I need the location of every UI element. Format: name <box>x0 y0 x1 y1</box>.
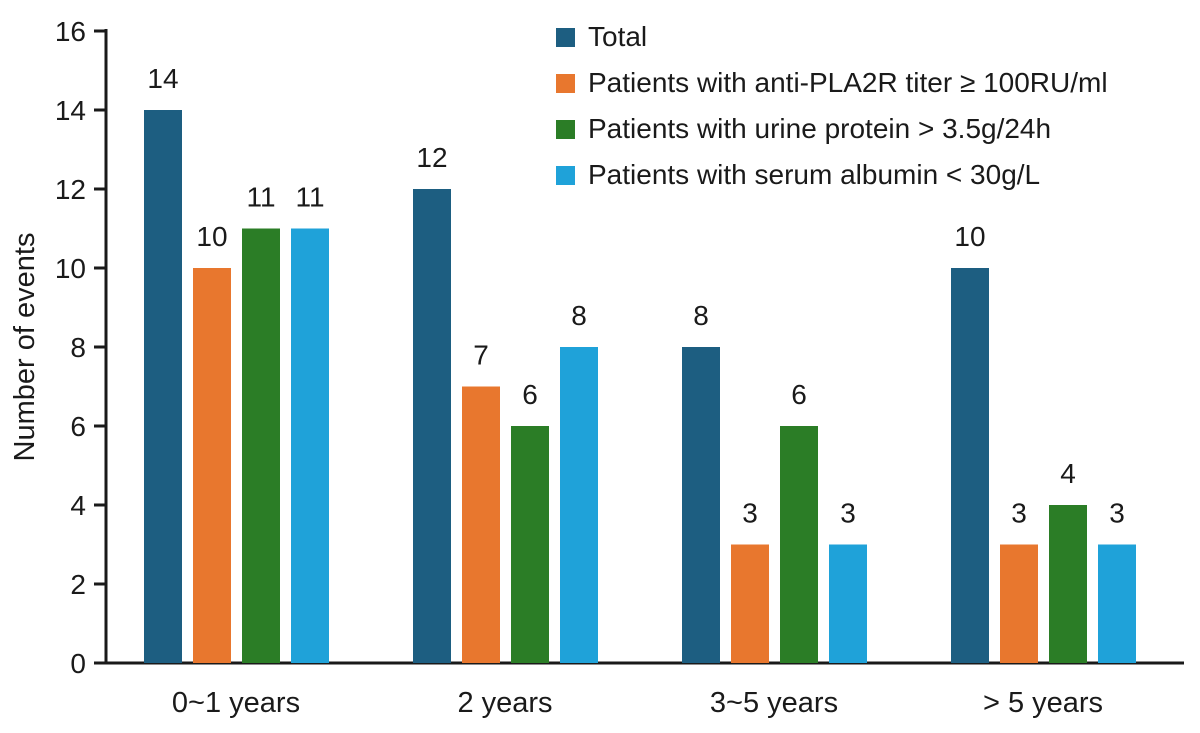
x-category-label: 0~1 years <box>172 687 300 719</box>
bar-s3-c3 <box>1098 544 1136 663</box>
y-tick-label: 10 <box>55 253 86 284</box>
bar-s1-c2 <box>731 544 769 663</box>
x-category-label: 3~5 years <box>710 687 838 719</box>
legend-item-urine-protein: Patients with urine protein > 3.5g/24h <box>556 106 1108 152</box>
bar-s0-c3 <box>951 268 989 663</box>
legend-swatch-icon <box>556 165 575 185</box>
legend-item-anti-pla2r: Patients with anti-PLA2R titer ≥ 100RU/m… <box>556 60 1108 106</box>
legend-label: Patients with urine protein > 3.5g/24h <box>588 113 1052 144</box>
legend-swatch-icon <box>556 27 575 47</box>
y-tick-label: 2 <box>70 569 86 600</box>
bar-s3-c2 <box>829 544 867 663</box>
legend-item-serum-albumin: Patients with serum albumin < 30g/L <box>556 152 1108 198</box>
bar-value-label: 11 <box>295 182 324 213</box>
bar-value-label: 8 <box>571 300 587 331</box>
bar-s1-c0 <box>193 268 231 663</box>
bar-s0-c1 <box>413 189 451 663</box>
bar-s0-c2 <box>682 347 720 663</box>
x-category-label: > 5 years <box>983 687 1103 719</box>
chart-legend: Total Patients with anti-PLA2R titer ≥ 1… <box>556 14 1108 198</box>
bar-value-label: 6 <box>522 379 538 410</box>
bar-value-label: 3 <box>742 498 758 529</box>
bar-s1-c3 <box>1000 544 1038 663</box>
bar-value-label: 6 <box>791 379 807 410</box>
bar-value-label: 8 <box>693 300 709 331</box>
bar-value-label: 3 <box>840 498 856 529</box>
legend-label: Patients with serum albumin < 30g/L <box>588 159 1041 190</box>
x-category-label: 2 years <box>457 687 552 719</box>
bar-value-label: 7 <box>473 340 489 371</box>
bar-s2-c3 <box>1049 505 1087 663</box>
y-tick-label: 0 <box>70 648 86 679</box>
y-tick-label: 4 <box>70 490 86 521</box>
bar-value-label: 3 <box>1109 498 1125 529</box>
bar-value-label: 11 <box>246 182 275 213</box>
y-axis-title: Number of events <box>9 233 41 462</box>
bar-value-label: 3 <box>1011 498 1027 529</box>
y-tick-label: 8 <box>70 332 86 363</box>
bar-s2-c0 <box>242 228 280 663</box>
bar-s0-c0 <box>144 110 182 663</box>
bar-s2-c1 <box>511 426 549 663</box>
bar-value-label: 14 <box>147 63 178 94</box>
bar-s3-c0 <box>291 228 329 663</box>
bar-s3-c1 <box>560 347 598 663</box>
legend-swatch-icon <box>556 73 575 93</box>
legend-label: Total <box>588 21 648 52</box>
y-tick-label: 14 <box>55 95 86 126</box>
bar-value-label: 10 <box>954 221 985 252</box>
bar-value-label: 12 <box>416 142 447 173</box>
bar-s2-c2 <box>780 426 818 663</box>
bar-s1-c1 <box>462 386 500 663</box>
bar-value-label: 4 <box>1060 458 1076 489</box>
legend-label: Patients with anti-PLA2R titer ≥ 100RU/m… <box>588 67 1108 98</box>
legend-item-total: Total <box>556 14 1108 60</box>
y-tick-label: 16 <box>55 16 86 47</box>
legend-swatch-icon <box>556 119 575 139</box>
y-tick-label: 6 <box>70 411 86 442</box>
bar-value-label: 10 <box>196 221 227 252</box>
y-tick-label: 12 <box>55 174 86 205</box>
